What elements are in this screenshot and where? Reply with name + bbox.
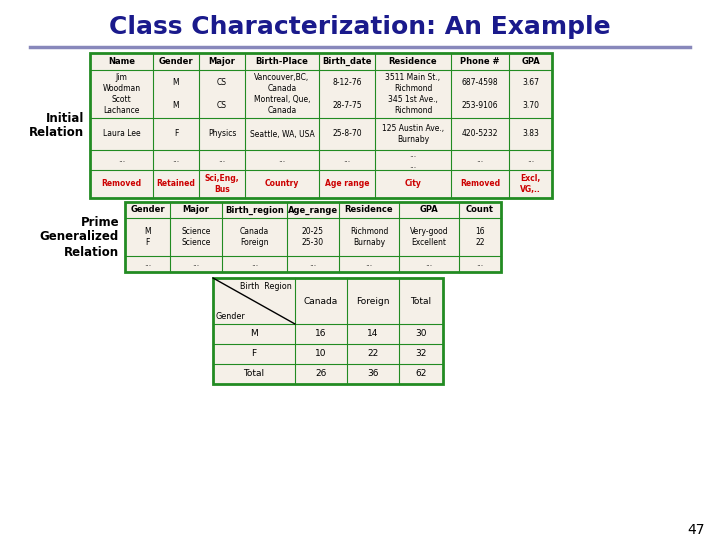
Text: Removed: Removed bbox=[460, 179, 500, 188]
Text: Seattle, WA, USA: Seattle, WA, USA bbox=[250, 130, 315, 138]
Text: Age_range: Age_range bbox=[288, 205, 338, 214]
Text: Name: Name bbox=[108, 57, 135, 66]
Bar bbox=[125, 202, 501, 272]
Text: Prime
Generalized
Relation: Prime Generalized Relation bbox=[40, 215, 119, 259]
Bar bbox=[90, 53, 552, 198]
Text: ...: ... bbox=[343, 156, 351, 165]
Text: ...: ... bbox=[192, 260, 199, 268]
Text: ...: ... bbox=[118, 156, 125, 165]
Text: 16
22: 16 22 bbox=[475, 227, 485, 247]
Text: 687-4598

253-9106: 687-4598 253-9106 bbox=[462, 78, 498, 110]
Text: Gender: Gender bbox=[158, 57, 193, 66]
Text: Sci,Eng,
Bus: Sci,Eng, Bus bbox=[204, 174, 239, 194]
Text: 20-25
25-30: 20-25 25-30 bbox=[302, 227, 324, 247]
Text: 16: 16 bbox=[315, 329, 327, 339]
Text: Jim
Woodman
Scott
Lachance: Jim Woodman Scott Lachance bbox=[102, 73, 140, 115]
Text: Excl,
VG,..: Excl, VG,.. bbox=[520, 174, 541, 194]
Text: Gender: Gender bbox=[216, 312, 246, 321]
Text: F: F bbox=[174, 130, 178, 138]
Bar bbox=[125, 202, 501, 272]
Text: 47: 47 bbox=[688, 523, 705, 537]
Text: Birth_date: Birth_date bbox=[323, 57, 372, 66]
Text: 3511 Main St.,
Richmond
345 1st Ave.,
Richmond: 3511 Main St., Richmond 345 1st Ave., Ri… bbox=[385, 73, 441, 115]
Text: ...: ... bbox=[477, 156, 484, 165]
Text: Phone #: Phone # bbox=[460, 57, 500, 66]
Text: 25-8-70: 25-8-70 bbox=[332, 130, 362, 138]
Text: Count: Count bbox=[466, 206, 494, 214]
Text: M

M: M M bbox=[173, 78, 179, 110]
Bar bbox=[90, 53, 552, 198]
Text: Gender: Gender bbox=[130, 206, 165, 214]
Text: Age range: Age range bbox=[325, 179, 369, 188]
Text: Science
Science: Science Science bbox=[181, 227, 211, 247]
Text: Canada: Canada bbox=[304, 296, 338, 306]
Text: CS

CS: CS CS bbox=[217, 78, 227, 110]
Text: 22: 22 bbox=[367, 349, 379, 359]
Text: ...
...: ... ... bbox=[410, 150, 417, 170]
Text: GPA: GPA bbox=[521, 57, 540, 66]
Text: 8-12-76

28-7-75: 8-12-76 28-7-75 bbox=[332, 78, 362, 110]
Text: ...: ... bbox=[218, 156, 225, 165]
Text: M: M bbox=[250, 329, 258, 339]
Text: 32: 32 bbox=[415, 349, 427, 359]
Text: 125 Austin Ave.,
Burnaby: 125 Austin Ave., Burnaby bbox=[382, 124, 444, 144]
Text: Total: Total bbox=[243, 369, 264, 379]
Text: Laura Lee: Laura Lee bbox=[103, 130, 140, 138]
Text: Foreign: Foreign bbox=[356, 296, 390, 306]
Text: ...: ... bbox=[279, 156, 286, 165]
Text: 3.67

3.70: 3.67 3.70 bbox=[522, 78, 539, 110]
Text: Class Characterization: An Example: Class Characterization: An Example bbox=[109, 15, 611, 39]
Text: 14: 14 bbox=[367, 329, 379, 339]
Text: ...: ... bbox=[477, 260, 484, 268]
Text: ...: ... bbox=[366, 260, 372, 268]
Text: 26: 26 bbox=[315, 369, 327, 379]
Text: 10: 10 bbox=[315, 349, 327, 359]
Text: 3.83: 3.83 bbox=[522, 130, 539, 138]
Text: Major: Major bbox=[183, 206, 210, 214]
Text: GPA: GPA bbox=[420, 206, 438, 214]
Text: 62: 62 bbox=[415, 369, 427, 379]
Text: Residence: Residence bbox=[389, 57, 437, 66]
Text: Residence: Residence bbox=[345, 206, 393, 214]
Text: Birth_region: Birth_region bbox=[225, 205, 284, 214]
Text: Major: Major bbox=[209, 57, 235, 66]
Text: F: F bbox=[251, 349, 256, 359]
Text: 420-5232: 420-5232 bbox=[462, 130, 498, 138]
Text: ...: ... bbox=[251, 260, 258, 268]
Text: Vancouver,BC,
Canada
Montreal, Que,
Canada: Vancouver,BC, Canada Montreal, Que, Cana… bbox=[253, 73, 310, 115]
Bar bbox=[213, 278, 443, 384]
Text: Retained: Retained bbox=[156, 179, 195, 188]
Text: Richmond
Burnaby: Richmond Burnaby bbox=[350, 227, 388, 247]
Text: City: City bbox=[405, 179, 421, 188]
Text: Very-good
Excellent: Very-good Excellent bbox=[410, 227, 449, 247]
Text: Initial
Relation: Initial Relation bbox=[29, 111, 84, 139]
Text: ...: ... bbox=[426, 260, 433, 268]
Text: M
F: M F bbox=[144, 227, 150, 247]
Text: ...: ... bbox=[310, 260, 317, 268]
Text: Country: Country bbox=[265, 179, 300, 188]
Text: ...: ... bbox=[527, 156, 534, 165]
Text: 30: 30 bbox=[415, 329, 427, 339]
Text: Birth-Place: Birth-Place bbox=[256, 57, 308, 66]
Text: Total: Total bbox=[410, 296, 431, 306]
Text: 36: 36 bbox=[367, 369, 379, 379]
Text: Birth  Region: Birth Region bbox=[240, 282, 292, 291]
Text: ...: ... bbox=[144, 260, 151, 268]
Text: Physics: Physics bbox=[208, 130, 236, 138]
Text: Canada
Foreign: Canada Foreign bbox=[240, 227, 269, 247]
Text: ...: ... bbox=[172, 156, 179, 165]
Text: Removed: Removed bbox=[102, 179, 142, 188]
Bar bbox=[213, 278, 443, 384]
